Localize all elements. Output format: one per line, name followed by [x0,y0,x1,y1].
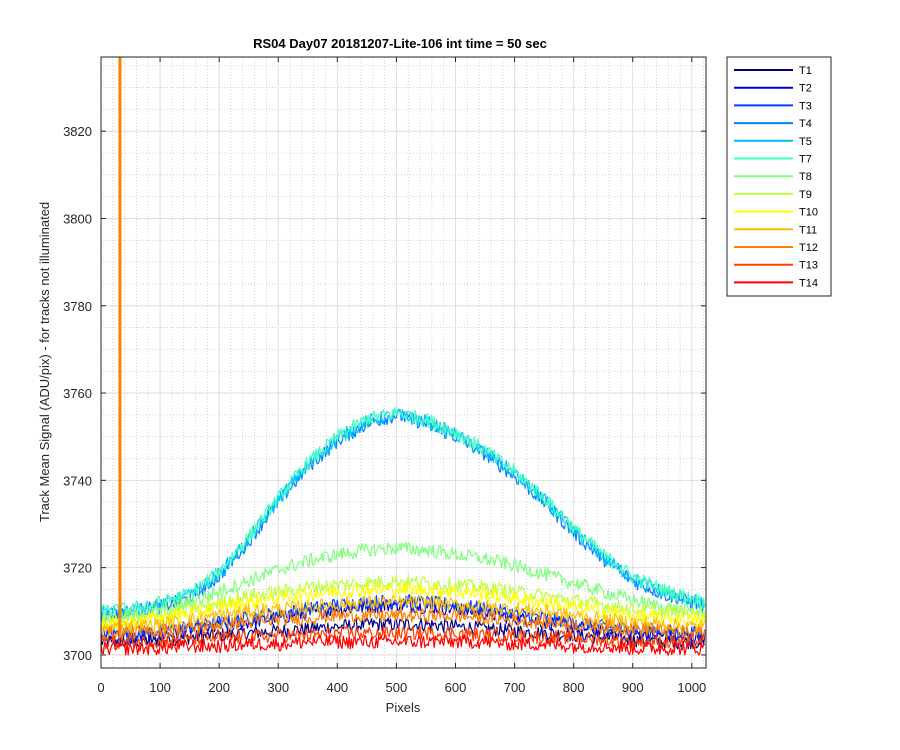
x-tick-label: 400 [326,680,348,695]
x-tick-label: 800 [563,680,585,695]
series-line-t5 [100,408,706,621]
y-tick-label: 3720 [63,561,92,576]
plot-box [100,56,707,669]
legend-label-t3: T3 [799,100,812,112]
legend-label-t8: T8 [799,171,812,183]
major-grid [100,57,706,668]
y-tick-label: 3740 [63,473,92,488]
x-tick-label: 900 [622,680,644,695]
minor-grid [101,57,706,668]
series-layer [100,57,706,656]
y-tick-label: 3800 [63,211,92,226]
legend-label-t4: T4 [799,118,812,130]
x-tick-label: 500 [386,680,408,695]
legend: T1 T2 T3 T4 T5 T7 T8 T9 T10 T11 T12 T13 T14 [726,56,832,297]
chart-title: RS04 Day07 20181207-Lite-106 int time = … [253,36,547,51]
legend-label-t1: T1 [799,65,812,77]
y-tick-label: 3760 [63,386,92,401]
legend-label-t11: T11 [799,224,817,236]
series-line-t7 [100,406,706,618]
legend-label-t7: T7 [799,154,812,166]
series-line-t11 [100,595,706,636]
y-tick-label: 3820 [63,124,92,139]
x-tick-label: 1000 [677,680,706,695]
legend-label-t12: T12 [799,242,818,254]
series-line-t14 [100,634,706,656]
x-tick-label: 700 [504,680,526,695]
series-line-t12 [100,608,706,641]
legend-label-t9: T9 [799,189,812,201]
plot-area [101,57,706,668]
x-tick-label: 0 [97,680,104,695]
x-axis: 0 100 200 300 400 500 600 700 800 900 1000 [97,57,706,695]
y-tick-label: 3780 [63,299,92,314]
legend-label-t14: T14 [799,277,818,289]
series-line-t8 [100,541,706,627]
y-tick-label: 3700 [63,648,92,663]
x-tick-label: 300 [267,680,289,695]
x-tick-label: 100 [149,680,171,695]
legend-label-t5: T5 [799,136,812,148]
x-axis-label: Pixels [386,700,421,715]
legend-label-t2: T2 [799,83,812,95]
legend-label-t10: T10 [799,207,818,219]
x-tick-label: 600 [445,680,467,695]
legend-label-t13: T13 [799,260,818,272]
y-axis-label: Track Mean Signal (ADU/pix) - for tracks… [37,202,52,522]
y-axis: 3700 3720 3740 3760 3780 3800 3820 [63,124,706,663]
series-line-t2 [100,599,706,646]
x-tick-label: 200 [208,680,230,695]
series-line-t9 [100,574,706,629]
